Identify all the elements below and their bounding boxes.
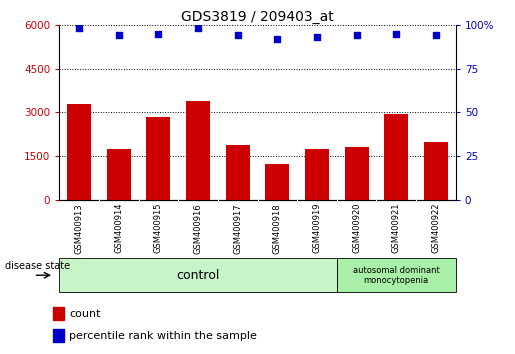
Point	[273, 36, 281, 42]
Title: GDS3819 / 209403_at: GDS3819 / 209403_at	[181, 10, 334, 24]
Text: GSM400914: GSM400914	[114, 203, 123, 253]
Text: GSM400922: GSM400922	[432, 203, 440, 253]
Bar	[107, 149, 131, 200]
Text: GSM400919: GSM400919	[313, 203, 321, 253]
Bar	[384, 114, 408, 200]
Point	[194, 25, 202, 31]
Point	[313, 34, 321, 40]
Point	[234, 33, 242, 38]
Point	[114, 33, 123, 38]
Point	[75, 25, 83, 31]
Text: GSM400918: GSM400918	[273, 203, 282, 253]
Text: GSM400916: GSM400916	[194, 203, 202, 253]
Text: GSM400920: GSM400920	[352, 203, 361, 253]
Bar	[226, 144, 250, 200]
Text: GSM400913: GSM400913	[75, 203, 83, 253]
Point	[154, 31, 163, 36]
Bar	[53, 307, 63, 320]
Bar	[53, 330, 63, 342]
Text: disease state: disease state	[5, 261, 70, 272]
Bar	[59, 258, 337, 292]
Bar	[265, 164, 289, 200]
Bar	[186, 101, 210, 200]
Text: GSM400917: GSM400917	[233, 203, 242, 253]
Text: percentile rank within the sample: percentile rank within the sample	[69, 331, 257, 341]
Text: count: count	[69, 309, 100, 319]
Point	[432, 33, 440, 38]
Point	[352, 33, 360, 38]
Text: autosomal dominant
monocytopenia: autosomal dominant monocytopenia	[353, 266, 440, 285]
Text: control: control	[176, 269, 220, 282]
Bar	[146, 117, 170, 200]
Bar	[337, 258, 456, 292]
Bar	[424, 142, 448, 200]
Text: GSM400921: GSM400921	[392, 203, 401, 253]
Bar	[305, 149, 329, 200]
Point	[392, 31, 401, 36]
Bar	[345, 147, 369, 200]
Text: GSM400915: GSM400915	[154, 203, 163, 253]
Bar	[67, 104, 91, 200]
